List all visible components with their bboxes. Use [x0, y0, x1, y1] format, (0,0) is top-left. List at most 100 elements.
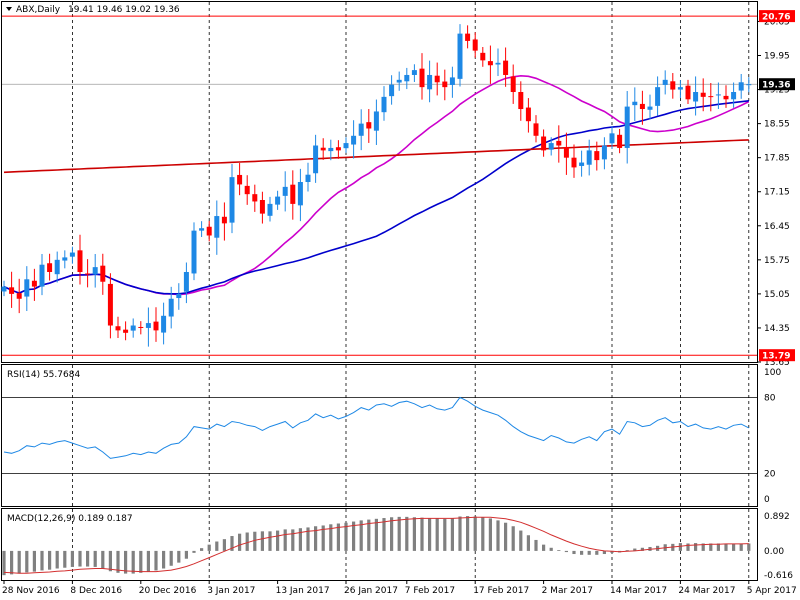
- candle-body: [503, 60, 509, 75]
- candle-body: [168, 298, 174, 317]
- candle: [62, 250, 68, 269]
- candle: [16, 278, 22, 314]
- candle: [556, 125, 562, 163]
- candle-body: [670, 81, 676, 90]
- candle-body: [655, 87, 661, 106]
- candle-body: [199, 228, 205, 231]
- candle: [503, 47, 509, 87]
- macd-histogram-bar: [359, 520, 363, 551]
- candle-body: [510, 76, 516, 92]
- candle-body: [191, 230, 197, 274]
- candle: [693, 76, 699, 116]
- macd-histogram-bar: [260, 531, 264, 551]
- macd-histogram-bar: [602, 550, 606, 555]
- candle-body: [206, 226, 212, 236]
- macd-scale-label: 0.00: [764, 547, 784, 557]
- candle: [115, 316, 121, 338]
- macd-histogram-bar: [207, 544, 211, 551]
- candle-body: [343, 143, 349, 149]
- candle-body: [738, 82, 744, 91]
- candle: [541, 129, 547, 157]
- macd-histogram-bar: [344, 522, 348, 551]
- time-tick-label: 8 Dec 2016: [70, 586, 122, 596]
- macd-histogram-bar: [557, 550, 561, 551]
- macd-histogram-bar: [564, 550, 568, 553]
- macd-histogram-bar: [93, 550, 97, 567]
- candle: [427, 60, 433, 103]
- candle: [609, 126, 615, 149]
- macd-histogram-bar: [428, 518, 432, 551]
- symbol-label: ABX,Daily: [16, 5, 61, 15]
- macd-histogram-bar: [716, 543, 720, 551]
- time-tick-label: 13 Jan 2017: [276, 586, 330, 596]
- candle: [183, 262, 189, 304]
- candle-body: [723, 95, 729, 100]
- macd-histogram-bar: [162, 550, 166, 569]
- candle-body: [533, 123, 539, 136]
- macd-histogram-bar: [124, 550, 128, 574]
- candle: [199, 221, 205, 237]
- candle: [39, 254, 45, 296]
- svg-text:19.36: 19.36: [762, 81, 790, 91]
- candle: [237, 163, 243, 196]
- candle: [206, 220, 212, 242]
- macd-histogram-bar: [504, 522, 508, 551]
- candle-body: [275, 196, 281, 205]
- macd-histogram-bar: [678, 543, 682, 551]
- candle: [123, 321, 129, 341]
- candle-body: [221, 216, 227, 224]
- candle: [244, 175, 250, 205]
- candle: [214, 200, 220, 255]
- price-tick-label: 20.65: [764, 17, 790, 27]
- candle-body: [487, 61, 493, 66]
- candle-body: [244, 185, 250, 195]
- time-tick-label: 3 Jan 2017: [207, 586, 255, 596]
- macd-histogram-bar: [382, 518, 386, 551]
- candle-body: [715, 94, 721, 96]
- macd-histogram-bar: [116, 550, 120, 573]
- macd-scale-label: 0.892: [764, 512, 790, 522]
- candle-body: [39, 264, 45, 287]
- macd-histogram-bar: [640, 547, 644, 551]
- time-tick-label: 26 Jan 2017: [344, 586, 398, 596]
- candle-body: [586, 150, 592, 165]
- macd-histogram-bar: [10, 550, 14, 575]
- macd-histogram-bar: [488, 518, 492, 551]
- candle-body: [229, 177, 235, 223]
- candle: [381, 86, 387, 121]
- candle-body: [472, 39, 478, 51]
- time-tick-label: 17 Feb 2017: [473, 586, 529, 596]
- candle-body: [282, 186, 288, 196]
- collapse-triangle-icon[interactable]: [6, 7, 12, 11]
- candle-body: [69, 252, 75, 257]
- macd-histogram-bar: [526, 535, 530, 551]
- candle: [404, 67, 410, 90]
- price-tick-label: 13.65: [764, 358, 790, 368]
- candlesticks: [1, 24, 752, 347]
- candle: [130, 318, 136, 338]
- macd-histogram-bar: [238, 533, 242, 551]
- svg-text:13.79: 13.79: [762, 352, 790, 362]
- candle: [708, 83, 714, 112]
- candle-body: [639, 103, 645, 110]
- candle: [92, 254, 98, 288]
- macd-histogram-bar: [25, 550, 29, 573]
- macd-histogram-bar: [367, 519, 371, 551]
- candle-body: [214, 216, 220, 238]
- macd-histogram-bar: [268, 531, 272, 551]
- candle: [161, 302, 167, 345]
- rsi-line: [3, 396, 750, 459]
- candle: [176, 283, 182, 310]
- macd-histogram-bar: [215, 541, 219, 551]
- macd-histogram-bar: [63, 550, 67, 568]
- candle: [624, 91, 630, 164]
- macd-histogram-bar: [101, 550, 105, 569]
- macd-histogram-bar: [245, 532, 249, 551]
- macd-signal-line: [3, 516, 749, 574]
- candle: [434, 62, 440, 96]
- macd-histogram-bar: [534, 539, 538, 551]
- vertical-gridlines: [72, 2, 750, 580]
- candle-body: [700, 92, 706, 97]
- candle: [168, 286, 174, 329]
